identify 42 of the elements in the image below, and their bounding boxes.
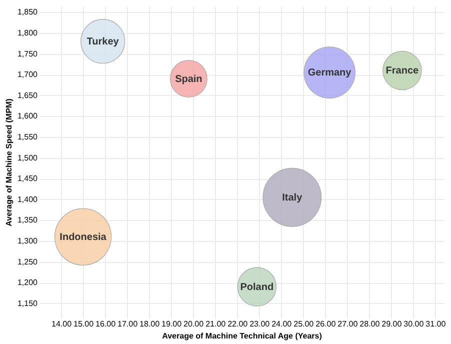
x-tick-label: 29.00 [382, 320, 402, 328]
y-tick-label: 1,350 [17, 216, 38, 225]
x-tick-label: 26.00 [316, 320, 336, 328]
x-tick-label: 18.00 [140, 320, 160, 328]
y-tick-label: 1,300 [17, 236, 38, 246]
y-tick-label: 1,550 [17, 132, 38, 142]
y-tick-label: 1,450 [17, 174, 38, 184]
series-label: Spain [175, 74, 202, 85]
series-label: Indonesia [60, 232, 107, 243]
series-label: Poland [240, 282, 274, 293]
x-axis-title: Average of Machine Technical Age (Years) [162, 332, 322, 340]
y-tick-label: 1,650 [17, 90, 38, 100]
y-tick-label: 1,750 [17, 49, 38, 58]
y-tick-label: 1,700 [17, 70, 38, 80]
x-tick-label: 28.00 [360, 320, 380, 328]
y-axis-title: Average of Machine Speed (MPM) [4, 98, 14, 226]
x-tick-label: 14.00 [51, 320, 72, 328]
x-tick-label: 17.00 [118, 320, 138, 328]
y-tick-label: 1,400 [17, 194, 38, 204]
x-tick-label: 30.00 [404, 320, 424, 328]
series-label: France [386, 65, 420, 76]
x-tick-label: 31.00 [426, 320, 446, 328]
x-tick-label: 27.00 [338, 320, 358, 328]
x-tick-label: 23.00 [250, 320, 270, 328]
series-label: Italy [282, 192, 303, 204]
series-label: Turkey [86, 36, 120, 48]
x-tick-label: 16.00 [96, 320, 116, 328]
x-tick-label: 22.00 [228, 320, 248, 328]
x-tick-label: 25.00 [294, 320, 314, 328]
x-tick-label: 19.00 [162, 320, 182, 328]
y-tick-label: 1,150 [17, 298, 38, 308]
y-tick-label: 1,250 [17, 257, 38, 266]
series-label: Germany [308, 68, 352, 79]
x-tick-label: 24.00 [272, 320, 292, 328]
y-tick-label: 1,500 [17, 153, 38, 162]
y-tick-label: 1,850 [17, 8, 38, 17]
x-tick-label: 20.00 [184, 320, 204, 328]
x-tick-label: 21.00 [206, 320, 226, 328]
y-tick-label: 1,200 [17, 278, 38, 288]
y-tick-label: 1,600 [17, 112, 38, 121]
y-tick-label: 1,800 [17, 28, 38, 38]
x-tick-label: 15.00 [74, 320, 94, 328]
